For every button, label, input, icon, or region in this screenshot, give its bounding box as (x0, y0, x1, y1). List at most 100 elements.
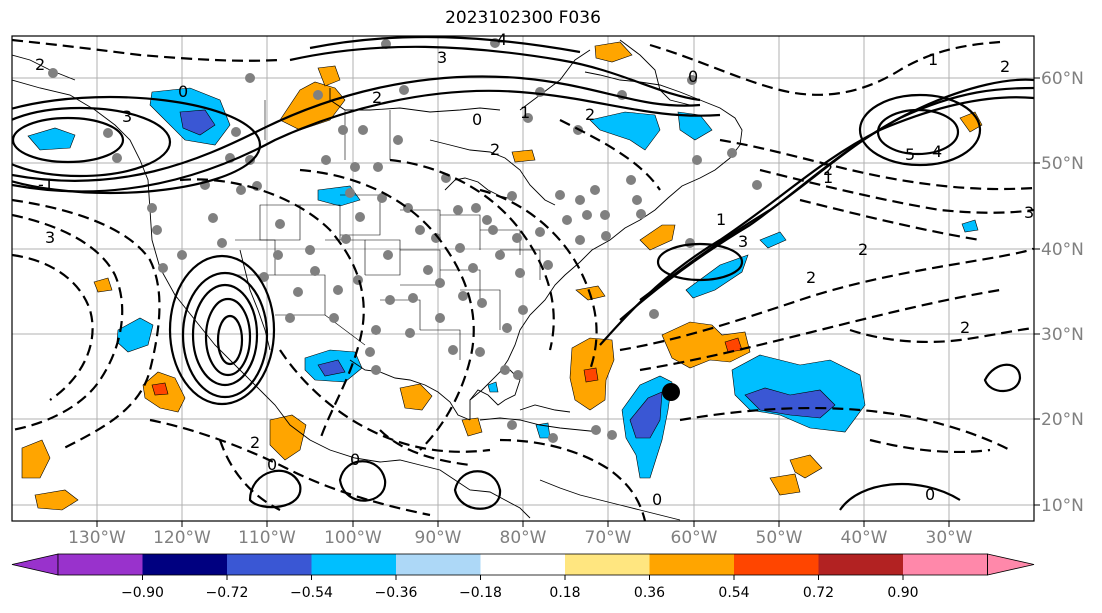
neg-area-atlantic-jet2 (759, 231, 787, 249)
lat-label-60n: 60°N (1041, 69, 1084, 89)
neg-area-east-atlantic (961, 219, 979, 233)
colorbar-segment (396, 554, 481, 575)
colorbar-segment (311, 554, 396, 575)
colorbar-segment (565, 554, 650, 575)
contour-label: 2 (250, 433, 260, 452)
colorbar-tick-label: −0.54 (290, 585, 333, 601)
neg-area-caribbean-core (629, 391, 663, 439)
contour-lines (12, 36, 1034, 511)
contour-label: 3 (738, 232, 748, 251)
colorbar (11, 553, 1035, 576)
lon-label-40w: 40°W (841, 528, 888, 548)
map-title: 2023102300 F036 (445, 8, 601, 28)
neg-area-gulf-alaska (27, 127, 76, 151)
colorbar-tick-label: 0.90 (887, 585, 918, 601)
contour-label: 2 (806, 268, 816, 287)
lon-label-80w: 80°W (500, 528, 547, 548)
neg-area-newfoundland (677, 111, 713, 141)
lon-label-100w: 100°W (324, 528, 382, 548)
contour-label: 0 (925, 485, 935, 504)
lat-label-30n: 30°N (1041, 325, 1084, 345)
lat-label-50n: 50°N (1041, 154, 1084, 174)
pos-area-canada-rockies2 (317, 65, 341, 87)
contour-label: 4 (932, 142, 942, 161)
neg-area-bc-core (179, 109, 216, 136)
lon-label-50w: 50°W (756, 528, 803, 548)
neg-area-mexico-core (317, 359, 346, 377)
lon-label-90w: 90°W (415, 528, 462, 548)
lon-label-70w: 70°W (585, 528, 632, 548)
colorbar-tick-label: 0.54 (718, 585, 749, 601)
colorbar-tick-label: −0.36 (375, 585, 418, 601)
contour-label: 2 (585, 105, 595, 124)
contour-label: 1 (520, 103, 530, 122)
latitude-labels: 60°N 50°N 40°N 30°N 20°N 10°N (1041, 69, 1084, 516)
contour-label: 3 (45, 228, 55, 247)
contour-label: 2 (823, 160, 833, 179)
contour-label: 0 (178, 82, 188, 101)
colorbar-segment (480, 554, 565, 575)
pos-area-eastpac3 (93, 277, 113, 293)
colorbar-segment (734, 554, 819, 575)
contour-label: 0 (350, 450, 360, 469)
neg-area-labrador (589, 111, 661, 151)
contour-label: 1 (928, 50, 938, 69)
contour-label: 2 (490, 140, 500, 159)
lat-label-20n: 20°N (1041, 410, 1084, 430)
pos-area-yucatan (399, 383, 433, 411)
lat-label-40n: 40°N (1041, 240, 1084, 260)
pos-area-eastpac2 (34, 489, 79, 511)
contour-lines-dashed (12, 38, 1034, 521)
pos-area-nova-scotia (639, 224, 676, 251)
pos-area-greatlakes (511, 149, 536, 163)
pos-area-west-mexico-core (151, 382, 169, 396)
lon-label-110w: 110°W (238, 528, 296, 548)
pos-area-bahamas-core (583, 367, 599, 383)
colorbar-segment (142, 554, 227, 575)
contour-label: 2 (372, 88, 382, 107)
colorbar-border (57, 553, 988, 576)
pos-area-hudson (594, 41, 633, 63)
pos-area-bermuda (661, 321, 751, 369)
contour-label: 0 (472, 110, 482, 129)
contour-label: 3 (437, 48, 447, 67)
contour-label: 5 (905, 145, 915, 164)
colorbar-tick-label: 0.36 (634, 585, 665, 601)
longitude-labels: 130°W 120°W 110°W 100°W 90°W 80°W 70°W 6… (68, 528, 973, 548)
colorbar-segment (58, 554, 143, 575)
contour-label: 0 (652, 490, 662, 509)
contour-label: 3 (122, 107, 132, 126)
colorbar-extend-max (987, 553, 1035, 576)
pos-area-mex-south (269, 414, 307, 461)
storm-marker (662, 383, 680, 401)
contour-label: 1 (823, 168, 833, 187)
contour-label: -1 (38, 175, 54, 194)
colorbar-labels: −0.90 −0.72 −0.54 −0.36 −0.18 0.18 0.36 0.54 0.7… (121, 575, 919, 601)
pos-area-carib-east (461, 417, 483, 437)
colorbar-tick-label: −0.18 (459, 585, 502, 601)
lon-label-120w: 120°W (153, 528, 211, 548)
pos-area-central-atl3 (769, 473, 801, 496)
colorbar-segment (227, 554, 312, 575)
contour-label: 4 (497, 30, 507, 49)
colorbar-segment (903, 554, 988, 575)
pos-area-eastpac (21, 439, 51, 479)
state-borders (235, 100, 541, 360)
contour-label: 1 (716, 210, 726, 229)
colorbar-tick-label: −0.72 (206, 585, 249, 601)
axis-ticks (96, 77, 1040, 527)
contour-label: 3 (1024, 203, 1034, 222)
colorbar-segment (818, 554, 903, 575)
colorbar-tick-label: 0.72 (803, 585, 834, 601)
neg-area-gulf-small (487, 381, 499, 393)
contour-label: 0 (267, 455, 277, 474)
colorbar-segment (649, 554, 734, 575)
colorbar-extend-min (11, 553, 59, 576)
colorbar-tick-label: −0.90 (121, 585, 164, 601)
lon-label-30w: 30°W (926, 528, 973, 548)
contour-label: 2 (858, 240, 868, 259)
anomaly-shading (21, 41, 983, 511)
lat-label-10n: 10°N (1041, 496, 1084, 516)
